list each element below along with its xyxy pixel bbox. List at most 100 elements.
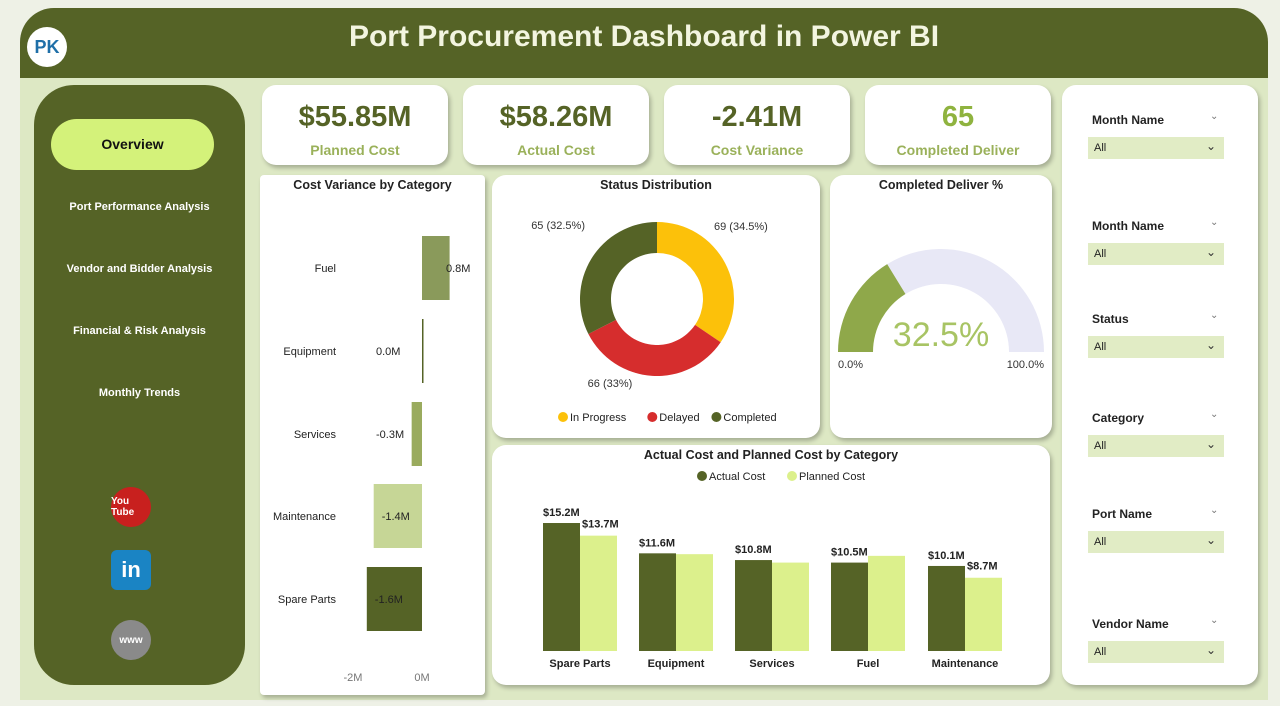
nav-overview[interactable]: Overview — [51, 119, 214, 170]
filter-dropdown[interactable]: All ⌄ — [1088, 641, 1224, 663]
category-label: Equipment — [283, 346, 336, 358]
filter-label: Category — [1092, 411, 1145, 425]
data-label: $10.8M — [735, 544, 772, 556]
linkedin-icon[interactable]: in — [111, 550, 151, 590]
youtube-icon[interactable]: You Tube — [111, 487, 151, 527]
nav-port-performance[interactable]: Port Performance Analysis — [69, 201, 210, 213]
legend-marker — [711, 412, 722, 422]
filter-label: Month Name — [1092, 113, 1164, 127]
nav-financial-risk[interactable]: Financial & Risk Analysis — [73, 325, 206, 337]
category-label: Spare Parts — [278, 594, 337, 606]
nav-monthly-trends[interactable]: Monthly Trends — [98, 387, 181, 399]
kpi-value: 65 — [941, 101, 975, 133]
chevron-down-icon: ⌄ — [1205, 139, 1216, 153]
legend-marker — [787, 471, 797, 481]
data-label: -1.4M — [382, 511, 410, 523]
kpi-label: Completed Deliver — [896, 142, 1020, 158]
donut-slice — [588, 319, 721, 376]
header-bar: PK Port Procurement Dashboard in Power B… — [20, 8, 1268, 78]
kpi-label: Actual Cost — [517, 142, 595, 158]
filter-panel: Month Name ⌄ All ⌄ Month Name ⌄ All ⌄ Status… — [1062, 85, 1258, 685]
category-label: Fuel — [857, 658, 880, 670]
kpi-cost-variance: -2.41M Cost Variance — [664, 85, 850, 165]
filter-dropdown[interactable]: All ⌄ — [1088, 137, 1224, 159]
category-label: Maintenance — [273, 511, 336, 523]
data-label: $13.7M — [582, 519, 619, 531]
category-label: Services — [294, 429, 337, 441]
completed-deliver-panel: Completed Deliver % 32.5% 0.0% 100.0% — [830, 175, 1052, 438]
bar — [928, 565, 965, 651]
gauge-fill — [838, 264, 906, 352]
kpi-planned-cost: $55.85M Planned Cost — [262, 85, 448, 165]
filter-dropdown[interactable]: All ⌄ — [1088, 531, 1224, 553]
variance-bar — [373, 484, 422, 548]
legend-label: Planned Cost — [799, 471, 865, 483]
data-label: $11.6M — [639, 537, 675, 549]
data-label: $15.2M — [543, 507, 580, 519]
filter-label: Vendor Name — [1092, 617, 1169, 631]
filter-value: All — [1094, 142, 1107, 154]
filter-dropdown[interactable]: All ⌄ — [1088, 336, 1224, 358]
nav-vendor-bidder[interactable]: Vendor and Bidder Analysis — [66, 263, 213, 275]
chevron-down-icon[interactable]: ⌄ — [1210, 615, 1219, 626]
donut-slice — [580, 222, 657, 334]
kpi-label: Planned Cost — [310, 142, 400, 158]
kpi-value: $58.26M — [499, 101, 613, 133]
data-label: 65 (32.5%) — [531, 220, 585, 232]
filter-label: Month Name — [1092, 219, 1164, 233]
data-label: 66 (33%) — [588, 378, 633, 390]
filter-dropdown[interactable]: All ⌄ — [1088, 243, 1224, 265]
bar — [735, 560, 772, 651]
filter-label: Status — [1092, 312, 1129, 326]
kpi-actual-cost: $58.26M Actual Cost — [463, 85, 649, 165]
chevron-down-icon: ⌄ — [1205, 338, 1216, 352]
chart-title: Actual Cost and Planned Cost by Category — [643, 448, 899, 462]
data-label: 69 (34.5%) — [714, 221, 768, 233]
legend-marker — [647, 412, 658, 422]
gauge-value: 32.5% — [893, 316, 989, 354]
legend-label: In Progress — [570, 412, 627, 424]
kpi-completed-deliver: 65 Completed Deliver — [865, 85, 1051, 165]
chevron-down-icon[interactable]: ⌄ — [1210, 505, 1219, 516]
data-label: $8.7M — [967, 561, 998, 573]
filter-value: All — [1094, 341, 1107, 353]
chevron-down-icon[interactable]: ⌄ — [1210, 310, 1219, 321]
data-label: 0.8M — [446, 263, 470, 275]
category-label: Services — [749, 658, 794, 670]
chevron-down-icon[interactable]: ⌄ — [1210, 111, 1219, 122]
category-label: Fuel — [315, 263, 336, 275]
filter-dropdown[interactable]: All ⌄ — [1088, 435, 1224, 457]
bar — [676, 554, 713, 651]
legend-label: Actual Cost — [709, 471, 765, 483]
completed-gauge-chart: 32.5% 0.0% 100.0% — [838, 249, 1045, 371]
variance-bar — [422, 319, 424, 383]
gauge-max-label: 100.0% — [1007, 359, 1045, 371]
variance-bar — [422, 236, 450, 300]
filter-value: All — [1094, 646, 1107, 658]
globe-icon[interactable]: www — [111, 620, 151, 660]
category-label: Equipment — [648, 658, 705, 670]
bar — [580, 535, 617, 651]
kpi-value: -2.41M — [711, 101, 803, 133]
category-label: Spare Parts — [549, 658, 610, 670]
status-distribution-panel: Status Distribution 69 (34.5%) 66 (33%) 65… — [492, 175, 820, 438]
bar — [868, 555, 905, 651]
chevron-down-icon: ⌄ — [1205, 245, 1216, 259]
bar — [639, 553, 676, 651]
chevron-down-icon[interactable]: ⌄ — [1210, 217, 1219, 228]
chart-title: Completed Deliver % — [878, 178, 1004, 192]
chevron-down-icon[interactable]: ⌄ — [1210, 409, 1219, 420]
logo: PK — [27, 27, 67, 67]
cost-by-category-panel: Actual Cost and Planned Cost by Category… — [492, 445, 1050, 685]
category-label: Maintenance — [932, 658, 999, 670]
page-title: Port Procurement Dashboard in Power BI — [348, 20, 940, 53]
sidebar: Overview Port Performance Analysis Vendo… — [34, 85, 245, 685]
bar — [772, 562, 809, 651]
data-label: -1.6M — [375, 594, 403, 606]
variance-bar — [411, 402, 422, 466]
chevron-down-icon: ⌄ — [1205, 437, 1216, 451]
data-label: 0.0M — [376, 346, 400, 358]
chart-title: Cost Variance by Category — [293, 178, 452, 192]
x-tick-label: -2M — [344, 672, 363, 684]
kpi-value: $55.85M — [298, 101, 412, 133]
